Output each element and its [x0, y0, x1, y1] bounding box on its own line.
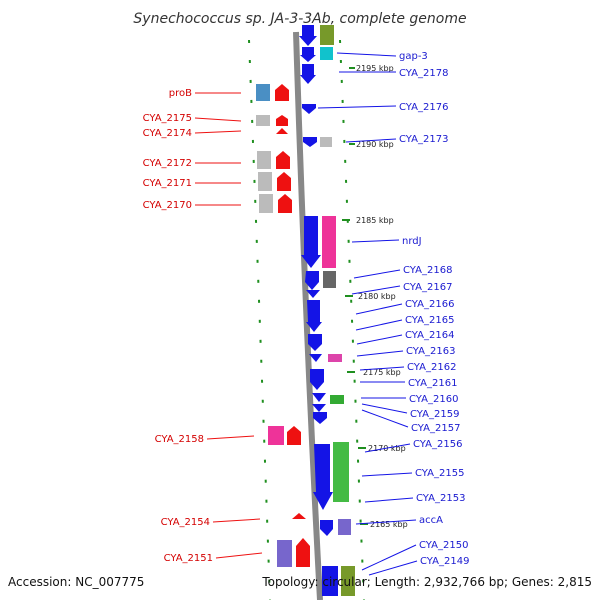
gene-block-probe-support — [256, 84, 270, 101]
scale-label: 2195 kbp — [356, 64, 394, 73]
gene-arrow-2165 — [308, 334, 322, 351]
gene-label: accA — [419, 515, 443, 526]
gene-arrow-top — [299, 25, 317, 46]
gene-label: CYA_2178 — [399, 68, 448, 79]
gene-label: CYA_2175 — [143, 113, 192, 124]
gene-label: CYA_2156 — [413, 439, 462, 450]
gene-block-accA — [338, 519, 351, 535]
gene-label: CYA_2154 — [161, 517, 210, 528]
gene-label: CYA_2165 — [405, 315, 454, 326]
gene-label: CYA_2158 — [155, 434, 204, 445]
gene-block-2171 — [258, 172, 272, 191]
gene-label: CYA_2171 — [143, 178, 192, 189]
gene-block-nrdJ — [322, 216, 336, 268]
gene-arrow-2174 — [276, 128, 288, 134]
gene-block-2156 — [333, 442, 349, 502]
right-label-leaders — [317, 52, 418, 576]
gene-arrow-proB — [275, 84, 289, 101]
gene-arrow-accA — [320, 520, 333, 536]
gene-arrow-2176 — [302, 104, 316, 114]
gene-arrow-2158 — [287, 426, 301, 445]
gene-label: CYA_2151 — [164, 553, 213, 564]
forward-strand-features — [299, 25, 355, 596]
accession-text: Accession: NC_007775 — [8, 575, 144, 589]
gene-block-2172 — [257, 151, 271, 169]
gene-label: CYA_2161 — [408, 378, 457, 389]
gene-label: CYA_2163 — [406, 346, 455, 357]
gene-arrow-2172 — [276, 151, 290, 169]
gene-block-top-olive — [320, 25, 334, 45]
gene-block-2151 — [277, 540, 292, 567]
reverse-strand-features — [256, 84, 310, 567]
gene-arrow-2178 — [300, 64, 316, 84]
gene-block-2163 — [328, 354, 342, 362]
scale-label: 2175 kbp — [363, 368, 401, 377]
gene-block-2167 — [323, 271, 336, 288]
gene-label: CYA_2155 — [415, 468, 464, 479]
gene-arrow-2167 — [306, 290, 320, 298]
gene-arrow-gap-3 — [300, 47, 316, 62]
gene-arrow-2154 — [292, 513, 306, 519]
gene-arrow-2168 — [305, 271, 319, 290]
gene-label: CYA_2159 — [410, 409, 459, 420]
gene-label: CYA_2162 — [407, 362, 456, 373]
gene-block-2160 — [330, 395, 344, 404]
gene-arrow-2170 — [278, 194, 292, 213]
gene-label: CYA_2157 — [411, 423, 460, 434]
gene-label: CYA_2168 — [403, 265, 452, 276]
scale-label: 2180 kbp — [358, 292, 396, 301]
gene-arrow-nrdJ — [301, 216, 321, 268]
gene-label: CYA_2173 — [399, 134, 448, 145]
gene-label: CYA_2150 — [419, 540, 468, 551]
gene-arrow-2173 — [303, 137, 317, 147]
gene-label: CYA_2176 — [399, 102, 448, 113]
gene-label: CYA_2164 — [405, 330, 454, 341]
gene-arrow-2159 — [312, 404, 326, 412]
gene-label: CYA_2153 — [416, 493, 465, 504]
gene-label: proB — [169, 88, 192, 99]
scale-label: 2190 kbp — [356, 140, 394, 149]
gene-arrow-2175 — [276, 115, 288, 126]
gene-arrow-2155 — [313, 444, 333, 510]
right-labels: gap-3 CYA_2178 CYA_2176 CYA_2173 nrdJ CY… — [399, 51, 469, 567]
genome-title: Synechococcus sp. JA-3-3Ab, complete gen… — [133, 11, 466, 27]
scale-label: 2165 kbp — [370, 520, 408, 529]
gene-label: CYA_2170 — [143, 200, 192, 211]
gene-label: CYA_2167 — [403, 282, 452, 293]
left-label-leaders — [194, 92, 263, 559]
gene-arrow-2157 — [313, 412, 327, 424]
gene-label: CYA_2172 — [143, 158, 192, 169]
gene-label: CYA_2166 — [405, 299, 454, 310]
gene-block-2149 — [341, 566, 355, 596]
gene-block-2173 — [320, 137, 332, 147]
gene-block-2158 — [268, 426, 284, 445]
gene-block-2170 — [259, 194, 273, 213]
gene-block-gap-3 — [320, 47, 333, 60]
gene-arrow-2171 — [277, 172, 291, 191]
genome-backbone — [293, 31, 323, 600]
gene-arrow-2151 — [296, 538, 310, 567]
genome-summary-text: Topology: circular; Length: 2,932,766 bp… — [261, 575, 592, 589]
gene-label: gap-3 — [399, 51, 428, 62]
gene-arrow-2161 — [310, 369, 324, 390]
gene-label: CYA_2160 — [409, 394, 458, 405]
gene-arrow-2166 — [306, 300, 322, 332]
gene-arrow-2160 — [312, 393, 326, 402]
gene-block-2150 — [322, 566, 338, 596]
scale-label: 2185 kbp — [356, 216, 394, 225]
gene-arrow-2164 — [309, 354, 322, 362]
left-labels: proB CYA_2175 CYA_2174 CYA_2172 CYA_2171… — [143, 88, 213, 564]
gene-label: CYA_2149 — [420, 556, 469, 567]
gene-label: nrdJ — [402, 236, 422, 247]
gene-label: CYA_2174 — [143, 128, 192, 139]
scale-ticks — [342, 67, 368, 525]
track-guides — [248, 39, 365, 600]
gene-block-2175 — [256, 115, 270, 126]
